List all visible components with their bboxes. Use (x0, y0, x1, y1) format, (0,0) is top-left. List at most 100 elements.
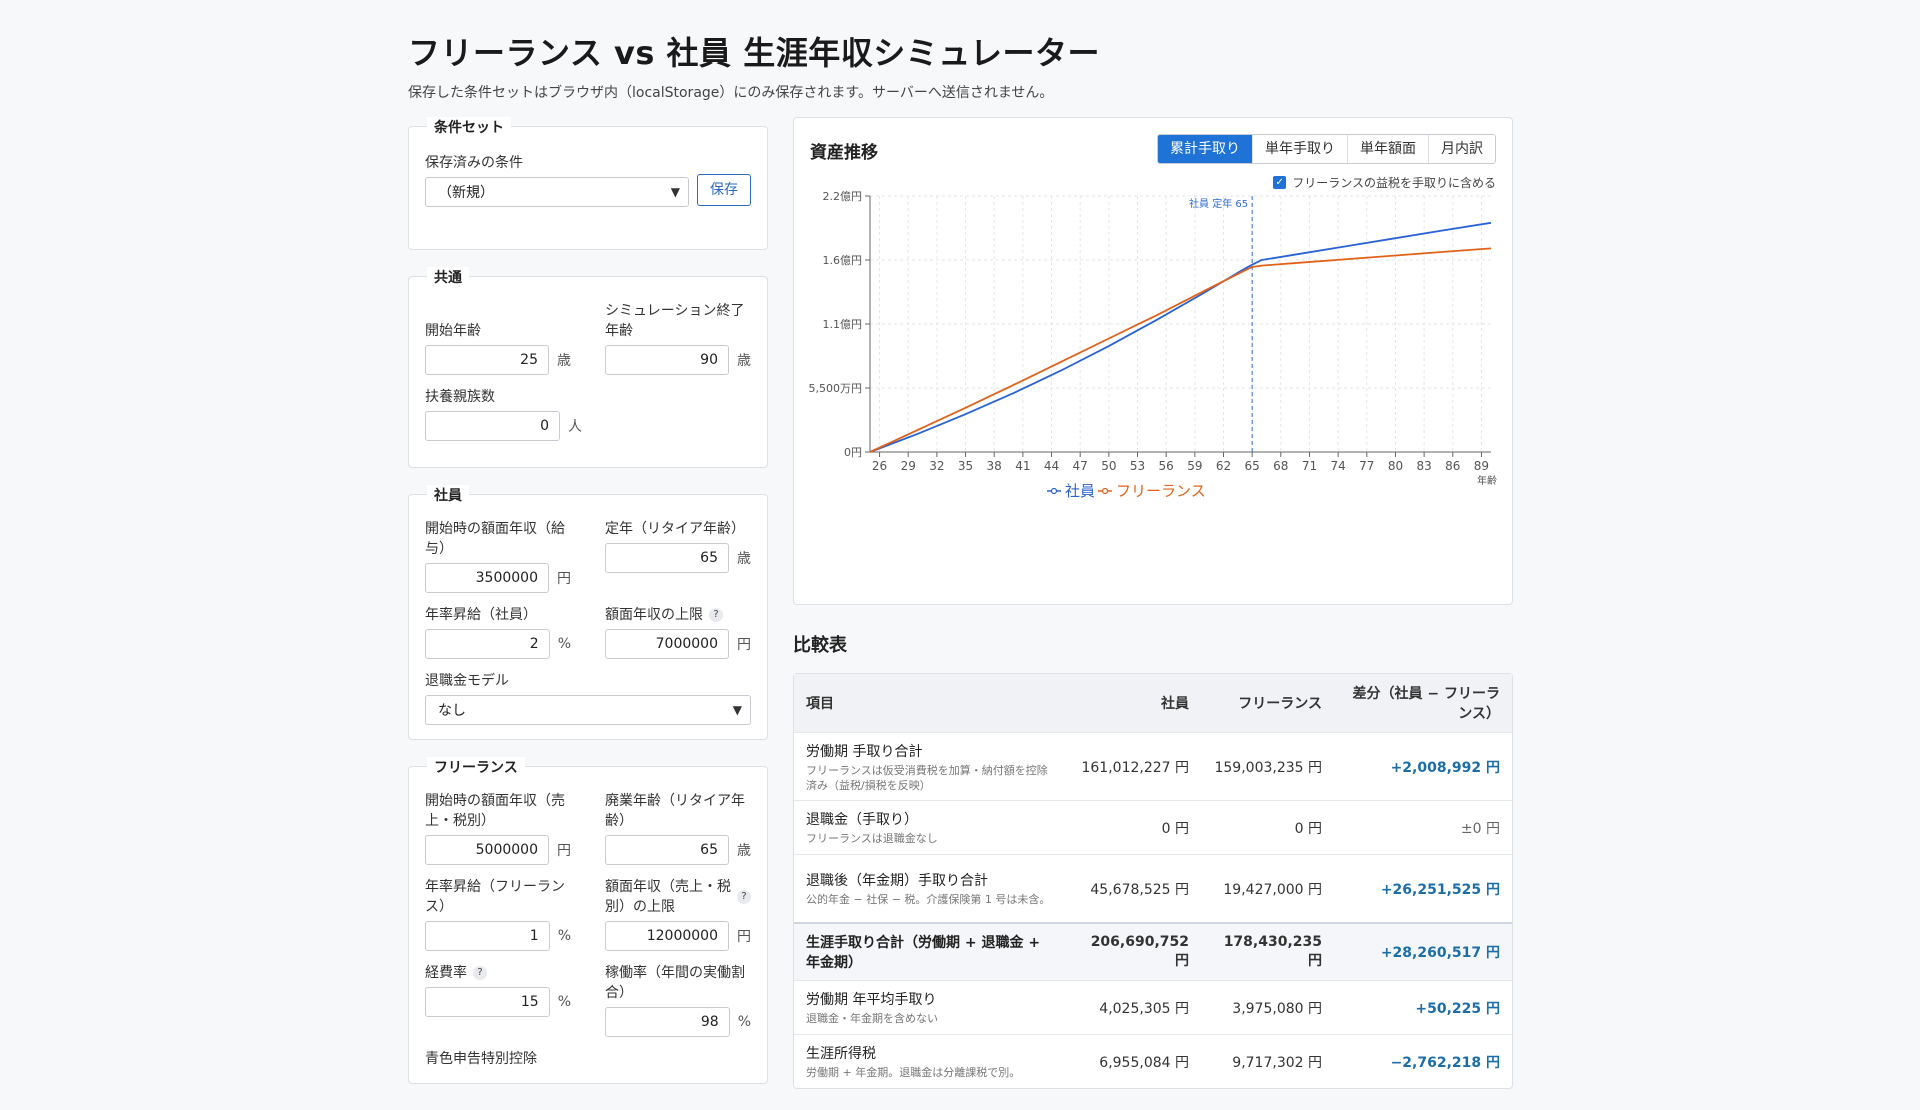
preset-selected: （新規） (438, 185, 494, 201)
help-icon[interactable]: ? (737, 890, 751, 904)
results-panel: 資産推移 累計手取り 単年手取り 単年額面 月内訳 ✓ フリーランスの益税を手取… (793, 117, 1513, 1089)
legend-marker (1101, 487, 1109, 495)
fl-blue-label: 青色申告特別控除 (425, 1051, 537, 1067)
row-employee: 206,690,752 円 (1090, 934, 1189, 969)
table-header-freelance: フリーランス (1238, 696, 1322, 712)
table-title: 比較表 (793, 635, 847, 656)
row-name: 労働期 年平均手取り (806, 992, 937, 1008)
row-diff: +26,251,525 円 (1380, 881, 1500, 898)
table-header-row: 項目 社員 フリーランス 差分（社員 − フリーランス） (794, 674, 1512, 732)
x-tick-label: 80 (1388, 459, 1403, 473)
table-header-diff: 差分（社員 − フリーランス） (1352, 686, 1500, 722)
row-note: 退職金・年金期を含めない (806, 1012, 938, 1025)
employee-legend: 社員 (427, 485, 469, 505)
row-freelance: 9,717,302 円 (1232, 1054, 1322, 1071)
x-tick-label: 47 (1073, 459, 1088, 473)
emp-severance-select[interactable]: なし ▼ (425, 695, 751, 725)
fl-utilization-input[interactable]: 98 (605, 1007, 730, 1037)
x-tick-label: 59 (1187, 459, 1202, 473)
fl-close-input[interactable]: 65 (605, 835, 729, 865)
row-item-cell: 退職金（手取り） フリーランスは退職金なし (794, 801, 1069, 854)
row-name: 労働期 手取り合計 (806, 743, 923, 760)
x-tick-label: 53 (1130, 459, 1145, 473)
check-icon[interactable]: ✓ (1273, 176, 1287, 189)
help-icon[interactable]: ? (473, 966, 487, 980)
chart-tabs: 累計手取り 単年手取り 単年額面 月内訳 (1157, 134, 1496, 164)
fl-raise-input[interactable]: 1 (425, 921, 550, 951)
fl-revenue-input[interactable]: 5000000 (425, 835, 549, 865)
row-note: フリーランスは退職金なし (806, 832, 938, 845)
x-tick-label: 50 (1101, 459, 1116, 473)
emp-retire-input[interactable]: 65 (605, 543, 729, 573)
x-tick-label: 74 (1330, 459, 1345, 473)
emp-severance-value: なし (438, 703, 466, 719)
common-legend: 共通 (427, 267, 469, 287)
emp-raise-label: 年率昇給（社員） (425, 607, 537, 623)
x-tick-label: 62 (1216, 459, 1231, 473)
comparison-table: 項目 社員 フリーランス 差分（社員 − フリーランス） 労働期 手取り合計 フリ… (793, 673, 1513, 1089)
retire-marker-label: 社員 定年 65 (1189, 197, 1248, 210)
row-freelance: 19,427,000 円 (1223, 881, 1322, 898)
asset-chart: 0円 5,500万円 1.1億円 1.6億円 2.2億円 26 29 32 35 38 41 44 47… (809, 190, 1498, 500)
freelance-card: フリーランス 開始時の額面年収（売上・税別） 5000000 円 廃業年齢（リタ… (408, 757, 768, 1084)
help-icon[interactable]: ? (709, 608, 723, 622)
table-row: 労働期 年平均手取り 退職金・年金期を含めない 4,025,305 円 3,975,0… (794, 980, 1512, 1034)
y-tick-label: 2.2億円 (823, 190, 863, 203)
common-card: 共通 開始年齢 25 歳 シミュレーション終了年齢 90 歳 (408, 267, 768, 468)
emp-raise-input[interactable]: 2 (425, 629, 550, 659)
dependents-input[interactable]: 0 (425, 411, 560, 441)
end-age-input[interactable]: 90 (605, 345, 729, 375)
row-name: 生涯手取り合計（労働期 + 退職金 + 年金期） (806, 935, 1041, 971)
tab-annual-net[interactable]: 単年手取り (1252, 135, 1347, 163)
fl-revenue-label: 開始時の額面年収（売上・税別） (425, 793, 565, 829)
tab-monthly[interactable]: 月内訳 (1428, 135, 1495, 163)
tab-cumulative[interactable]: 累計手取り (1158, 135, 1252, 163)
row-diff: −2,762,218 円 (1390, 1054, 1500, 1071)
row-diff: ±0 円 (1460, 820, 1500, 837)
preset-label: 保存済みの条件 (425, 155, 523, 171)
x-tick-label: 44 (1044, 459, 1059, 473)
table-row: 退職金（手取り） フリーランスは退職金なし 0 円 0 円 ±0 円 (794, 800, 1512, 854)
emp-salary-input[interactable]: 3500000 (425, 563, 549, 593)
fl-cap-unit: 円 (737, 929, 751, 945)
fl-close-label: 廃業年齢（リタイア年齢） (605, 793, 745, 829)
vat-checkbox-row[interactable]: ✓ フリーランスの益税を手取りに含める (1273, 174, 1496, 191)
x-tick-label: 35 (958, 459, 973, 473)
preset-legend: 条件セット (427, 117, 511, 137)
save-button[interactable]: 保存 (697, 174, 751, 206)
dependents-unit: 人 (568, 419, 582, 435)
x-tick-label: 26 (872, 459, 887, 473)
vat-checkbox-label: フリーランスの益税を手取りに含める (1292, 176, 1496, 190)
x-tick-label: 71 (1302, 459, 1317, 473)
fl-utilization-label: 稼働率（年間の実働割合） (605, 965, 745, 1001)
start-age-unit: 歳 (557, 353, 571, 369)
x-tick-label: 41 (1015, 459, 1030, 473)
preset-select[interactable]: （新規） ▼ (425, 177, 689, 207)
row-name: 退職後（年金期）手取り合計 (806, 873, 988, 889)
y-tick-label: 1.6億円 (823, 254, 863, 267)
row-employee: 161,012,227 円 (1081, 759, 1189, 776)
row-item-cell: 労働期 手取り合計 フリーランスは仮受消費税を加算・納付額を控除済み（益税/損税を… (794, 733, 1069, 800)
x-tick-label: 38 (987, 459, 1002, 473)
row-name: 生涯所得税 (806, 1046, 876, 1062)
x-tick-label: 65 (1245, 459, 1260, 473)
x-tick-label: 77 (1359, 459, 1374, 473)
row-employee: 4,025,305 円 (1099, 1000, 1189, 1017)
start-age-input[interactable]: 25 (425, 345, 549, 375)
dependents-label: 扶養親族数 (425, 389, 495, 405)
x-tick-label: 83 (1416, 459, 1431, 473)
emp-cap-input[interactable]: 7000000 (605, 629, 729, 659)
fl-cap-input[interactable]: 12000000 (605, 921, 729, 951)
table-header-item: 項目 (806, 696, 834, 712)
end-age-label: シミュレーション終了年齢 (605, 303, 745, 339)
row-diff: +2,008,992 円 (1390, 759, 1500, 776)
emp-cap-label: 額面年収の上限 (605, 607, 703, 623)
emp-severance-label: 退職金モデル (425, 673, 509, 689)
page-title: フリーランス vs 社員 生涯年収シミュレーター (408, 34, 1101, 72)
x-tick-label: 89 (1474, 459, 1489, 473)
fl-cap-label: 額面年収（売上・税別）の上限 (605, 879, 731, 915)
fl-expense-input[interactable]: 15 (425, 987, 550, 1017)
tab-annual-gross[interactable]: 単年額面 (1347, 135, 1428, 163)
fl-expense-label: 経費率 (425, 965, 467, 981)
row-freelance: 159,003,235 円 (1214, 759, 1322, 776)
